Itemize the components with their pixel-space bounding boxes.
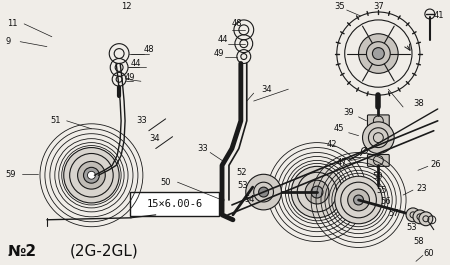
Text: 59: 59 — [373, 172, 383, 181]
Text: 53: 53 — [238, 181, 248, 190]
Text: 34: 34 — [261, 85, 272, 94]
Text: 41: 41 — [434, 11, 444, 20]
Text: 26: 26 — [431, 160, 441, 169]
Text: 34: 34 — [149, 134, 159, 143]
Text: 11: 11 — [7, 19, 18, 28]
Text: 35: 35 — [334, 2, 344, 11]
Text: 39: 39 — [344, 108, 354, 117]
Text: 59: 59 — [5, 170, 16, 179]
Circle shape — [291, 166, 343, 218]
Text: 38: 38 — [413, 99, 424, 108]
Text: 48: 48 — [144, 45, 154, 54]
Circle shape — [64, 148, 119, 203]
Circle shape — [413, 210, 427, 224]
Text: 55: 55 — [376, 186, 387, 195]
FancyBboxPatch shape — [368, 154, 389, 166]
Text: 54: 54 — [245, 196, 255, 205]
Text: (2G-2GL): (2G-2GL) — [70, 244, 139, 259]
Text: 58: 58 — [413, 237, 423, 246]
Text: №2: №2 — [7, 244, 36, 259]
FancyBboxPatch shape — [368, 115, 389, 127]
Text: 15×6.00-6: 15×6.00-6 — [146, 199, 202, 209]
Text: 23: 23 — [416, 184, 427, 193]
Text: 48: 48 — [232, 19, 243, 28]
Text: 52: 52 — [236, 168, 247, 177]
Circle shape — [87, 171, 95, 179]
Text: 45: 45 — [334, 124, 344, 133]
Text: 42: 42 — [327, 140, 338, 149]
FancyBboxPatch shape — [130, 192, 219, 216]
Text: 56: 56 — [380, 197, 391, 206]
Text: 57: 57 — [388, 209, 399, 218]
Circle shape — [419, 212, 433, 226]
Text: 51: 51 — [50, 116, 60, 125]
Circle shape — [373, 48, 384, 60]
Circle shape — [246, 174, 281, 210]
Text: 44: 44 — [131, 59, 141, 68]
Circle shape — [359, 34, 398, 73]
Circle shape — [348, 189, 369, 211]
Text: 9: 9 — [5, 37, 11, 46]
Text: 33: 33 — [136, 116, 147, 125]
Text: 53: 53 — [406, 223, 417, 232]
Text: 47: 47 — [337, 158, 347, 167]
Circle shape — [363, 122, 394, 153]
Circle shape — [354, 195, 364, 205]
Text: 33: 33 — [197, 144, 208, 153]
Text: 44: 44 — [218, 35, 229, 44]
Text: 37: 37 — [374, 2, 384, 11]
Text: 50: 50 — [161, 178, 171, 187]
Text: 12: 12 — [121, 2, 131, 11]
Circle shape — [84, 167, 99, 183]
Text: 60: 60 — [423, 249, 433, 258]
Circle shape — [305, 180, 329, 204]
Circle shape — [259, 187, 269, 197]
Circle shape — [77, 161, 105, 189]
Circle shape — [311, 186, 323, 198]
Text: 49: 49 — [125, 73, 135, 82]
Circle shape — [406, 208, 420, 222]
Circle shape — [335, 176, 382, 224]
Text: 49: 49 — [213, 49, 224, 58]
